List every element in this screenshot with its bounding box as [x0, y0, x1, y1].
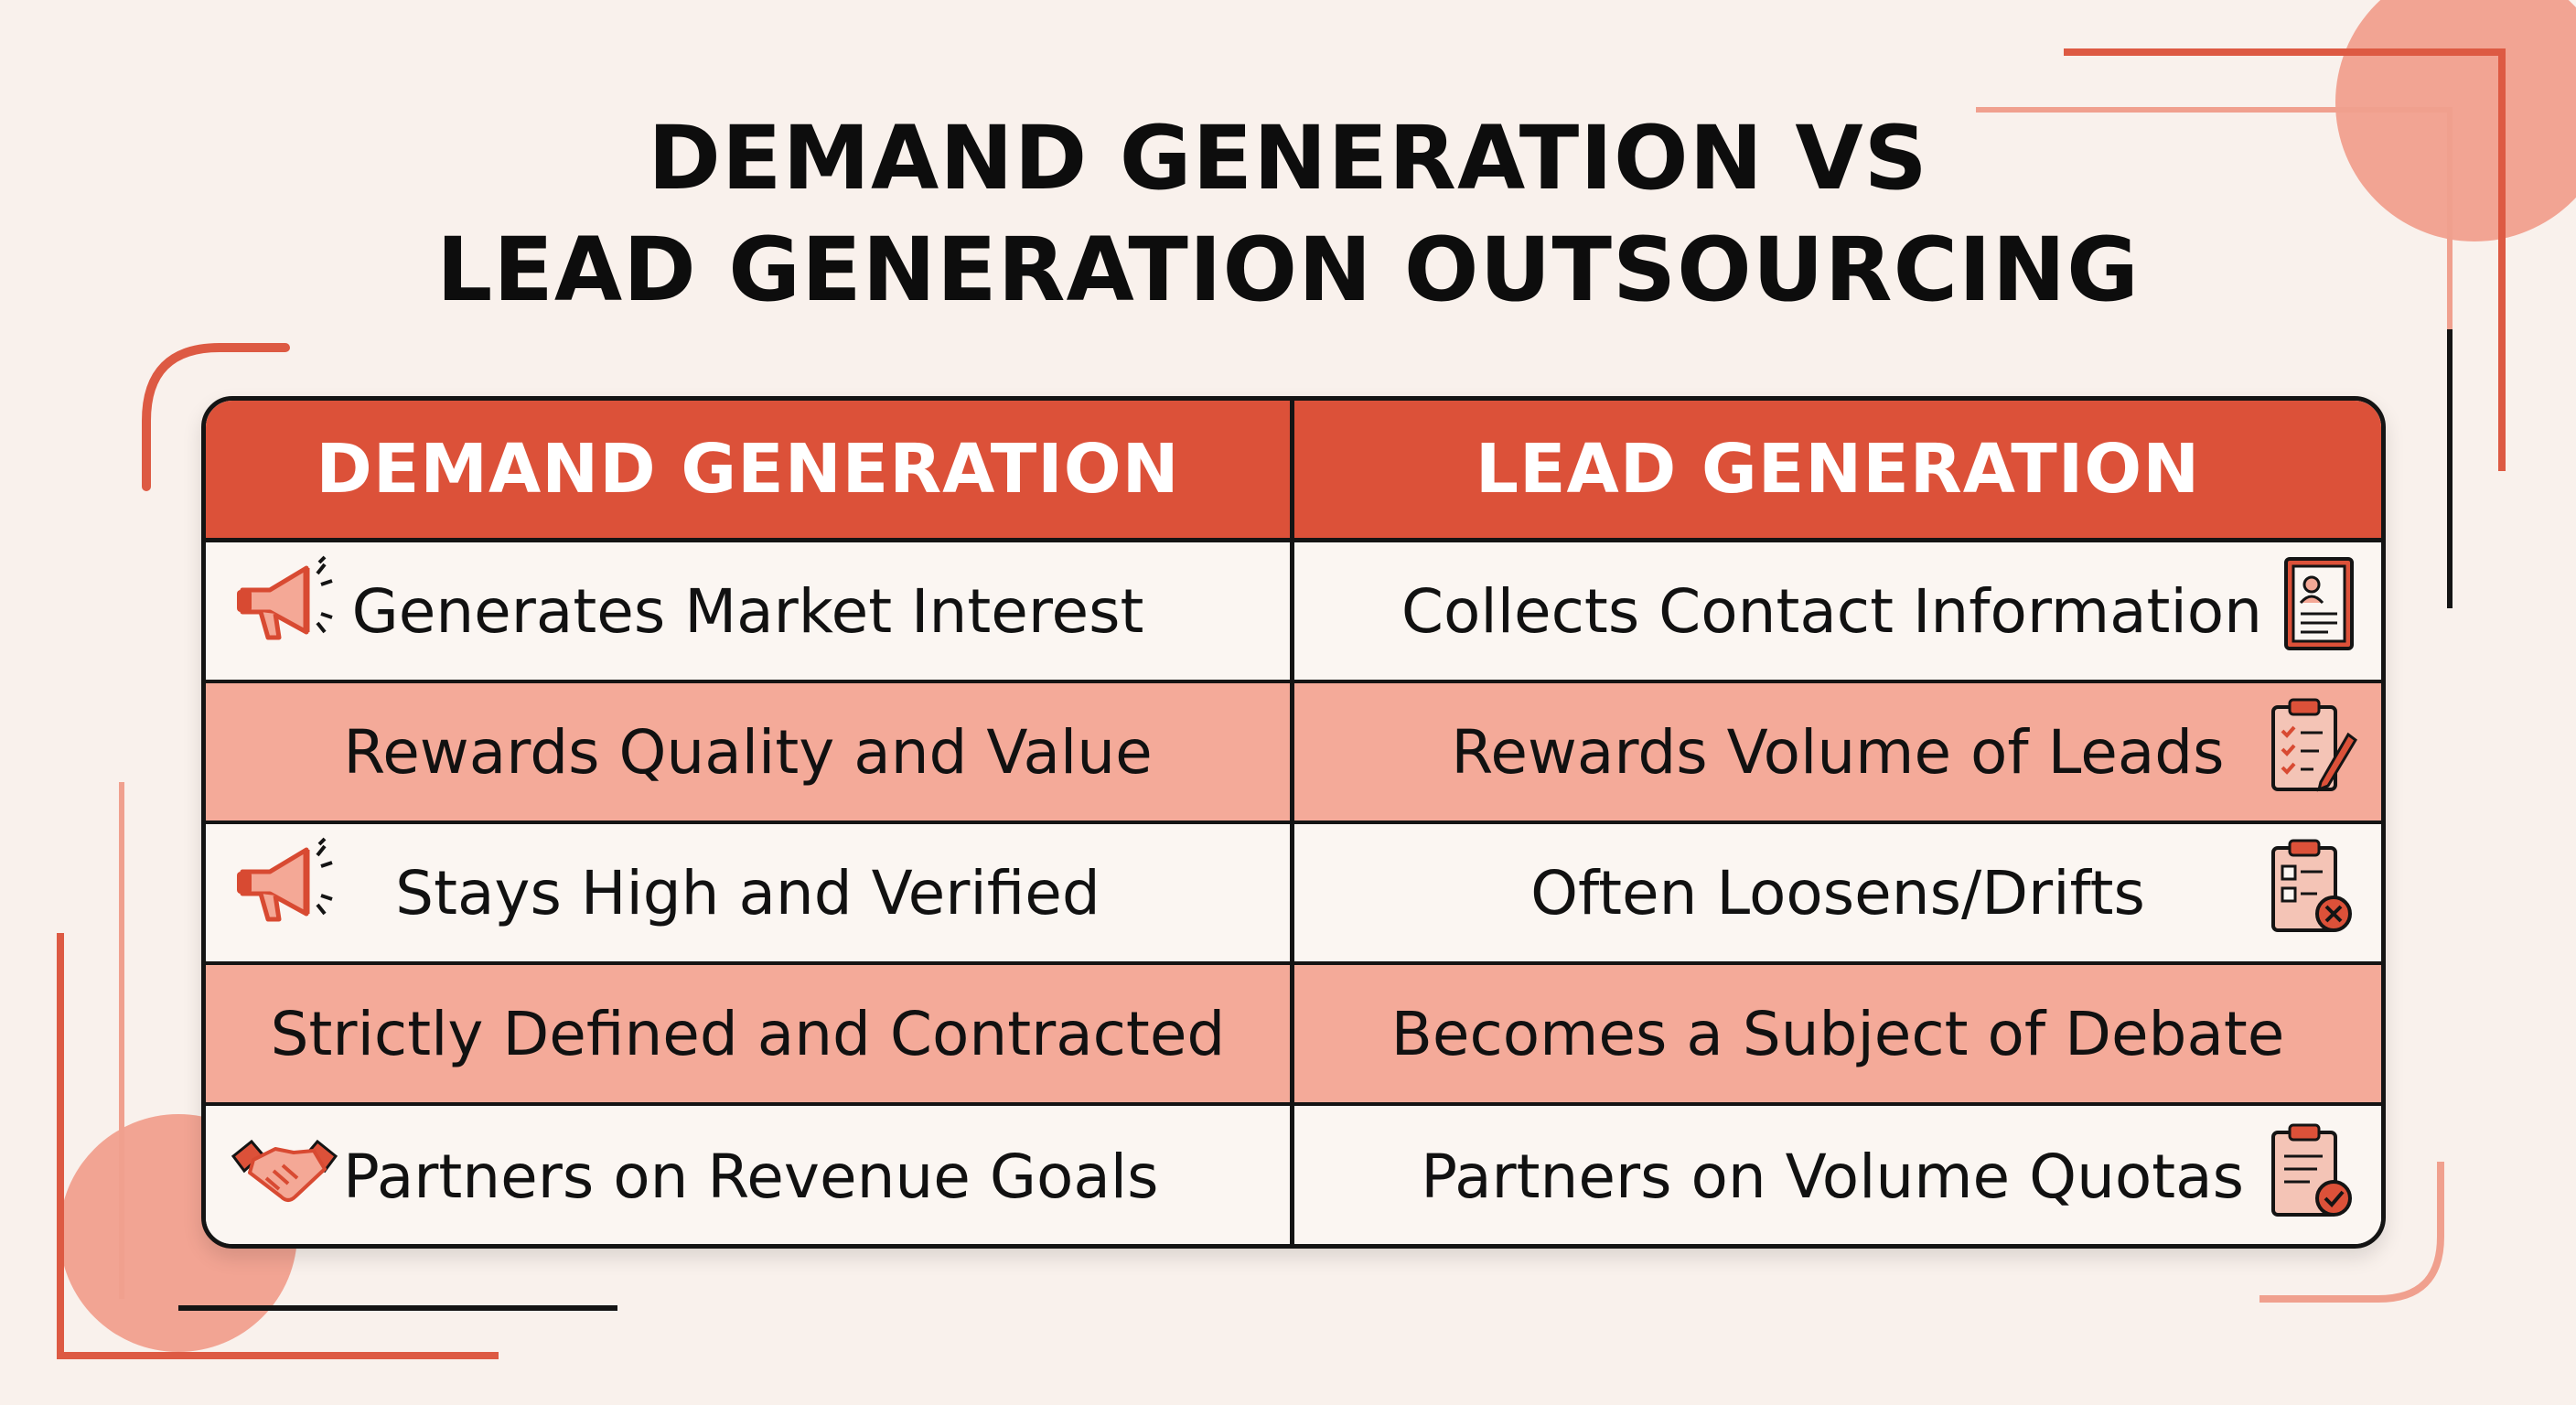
lead-cell: Rewards Volume of Leads — [1294, 683, 2381, 820]
header-demand-generation: DEMAND GENERATION — [206, 401, 1294, 538]
table-row: Partners on Revenue Goals Partners on Vo… — [206, 1106, 2381, 1244]
header-lead-generation: LEAD GENERATION — [1475, 430, 2201, 509]
lead-cell: Often Loosens/Drifts — [1294, 824, 2381, 961]
lead-cell: Becomes a Subject of Debate — [1294, 965, 2381, 1102]
lead-cell: Collects Contact Information — [1294, 542, 2381, 680]
clipboard-pencil-icon — [2266, 694, 2357, 810]
title-line-2: LEAD GENERATION OUTSOURCING — [436, 219, 2140, 321]
demand-text: Generates Market Interest — [351, 575, 1144, 647]
demand-cell: Partners on Revenue Goals — [206, 1106, 1294, 1244]
megaphone-icon — [230, 835, 339, 950]
table-header-row: DEMAND GENERATION LEAD GENERATION — [206, 401, 2381, 542]
clipboard-check-icon — [2266, 1120, 2357, 1235]
table-row: Generates Market Interest Collects Conta… — [206, 542, 2381, 683]
lead-text: Becomes a Subject of Debate — [1390, 998, 2285, 1069]
demand-cell: Stays High and Verified — [206, 824, 1294, 961]
table-row: Stays High and Verified Often Loosens/Dr… — [206, 824, 2381, 965]
lead-cell: Partners on Volume Quotas — [1294, 1106, 2381, 1244]
lead-text: Often Loosens/Drifts — [1530, 857, 2145, 928]
table-row: Rewards Quality and Value Rewards Volume… — [206, 683, 2381, 824]
demand-cell: Generates Market Interest — [206, 542, 1294, 680]
demand-text: Rewards Quality and Value — [343, 716, 1153, 788]
clipboard-x-icon — [2266, 835, 2357, 950]
page-title: DEMAND GENERATION VS LEAD GENERATION OUT… — [0, 102, 2576, 326]
lead-text: Partners on Volume Quotas — [1421, 1142, 2244, 1212]
demand-text: Stays High and Verified — [395, 857, 1100, 928]
demand-cell: Rewards Quality and Value — [206, 683, 1294, 820]
handshake-icon — [230, 1129, 339, 1226]
demand-text: Partners on Revenue Goals — [343, 1142, 1159, 1212]
title-line-1: DEMAND GENERATION VS — [648, 107, 1928, 209]
table-row: Strictly Defined and Contracted Becomes … — [206, 965, 2381, 1106]
megaphone-icon — [230, 553, 339, 669]
demand-cell: Strictly Defined and Contracted — [206, 965, 1294, 1102]
contact-form-icon — [2281, 553, 2357, 669]
demand-text: Strictly Defined and Contracted — [270, 998, 1226, 1069]
lead-text: Collects Contact Information — [1401, 575, 2262, 647]
comparison-table: DEMAND GENERATION LEAD GENERATION Genera… — [201, 396, 2386, 1249]
lead-text: Rewards Volume of Leads — [1451, 716, 2225, 788]
